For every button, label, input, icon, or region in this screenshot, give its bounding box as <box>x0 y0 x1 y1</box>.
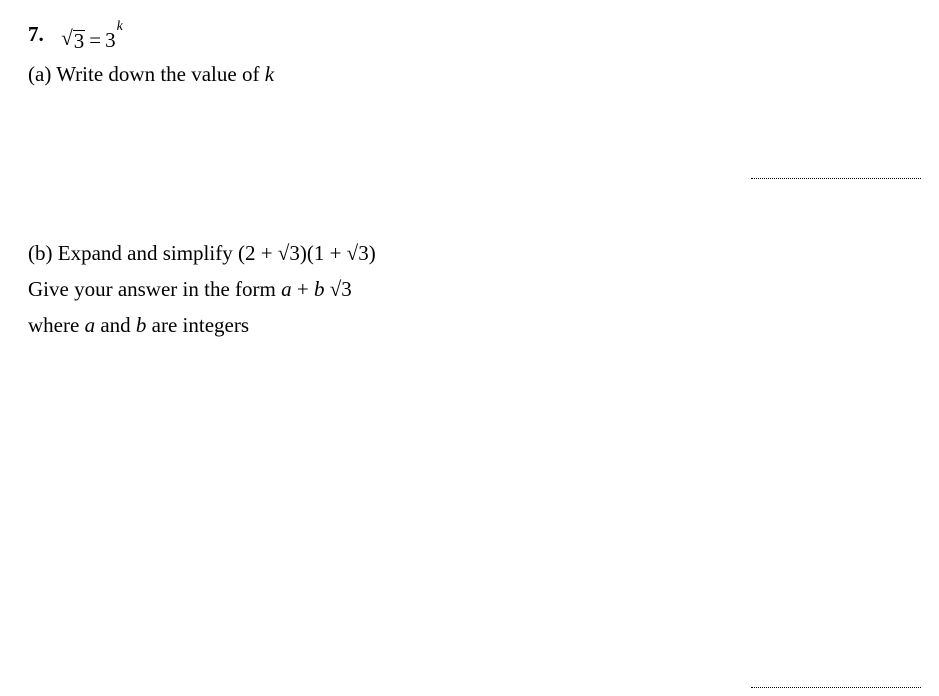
line3-a: a <box>85 313 96 337</box>
rhs-base: 3 <box>105 26 116 54</box>
part-b-line3: where a and b are integers <box>28 311 911 339</box>
form-tail: √3 <box>330 277 352 301</box>
part-b-line2-prefix: Give your answer in the form <box>28 277 276 301</box>
question-number: 7. <box>28 20 56 48</box>
question-7: 7. √ 3 = 3 k (a) Write down the value of… <box>28 20 911 89</box>
form-a: a <box>281 277 292 301</box>
question-stem: 7. √ 3 = 3 k <box>28 20 911 54</box>
line3-prefix: where <box>28 313 85 337</box>
rhs-exponent: k <box>117 18 123 37</box>
form-plus: + <box>297 277 314 301</box>
answer-line-b <box>751 687 921 688</box>
answer-line-a <box>751 178 921 179</box>
part-b-text: Expand and simplify (2 + √3)(1 + √3) <box>58 241 376 265</box>
exam-page: 7. √ 3 = 3 k (a) Write down the value of… <box>0 0 939 696</box>
line3-b: b <box>136 313 147 337</box>
part-b: (b) Expand and simplify (2 + √3)(1 + √3)… <box>28 239 911 340</box>
radical-sign: √ <box>61 28 73 49</box>
radicand: 3 <box>73 30 86 52</box>
sqrt-symbol: √ 3 <box>61 26 85 50</box>
part-b-label: (b) <box>28 241 53 265</box>
equals: = <box>89 26 101 54</box>
equation: √ 3 = 3 k <box>61 26 123 54</box>
part-a-text: Write down the value of <box>56 62 259 86</box>
part-a: (a) Write down the value of k <box>28 60 911 88</box>
part-b-line1: (b) Expand and simplify (2 + √3)(1 + √3) <box>28 239 911 267</box>
form-b: b <box>314 277 325 301</box>
line3-suffix: are integers <box>152 313 249 337</box>
part-a-var: k <box>265 62 274 86</box>
part-b-line2: Give your answer in the form a + b √3 <box>28 275 911 303</box>
part-a-label: (a) <box>28 62 51 86</box>
line3-mid: and <box>100 313 136 337</box>
